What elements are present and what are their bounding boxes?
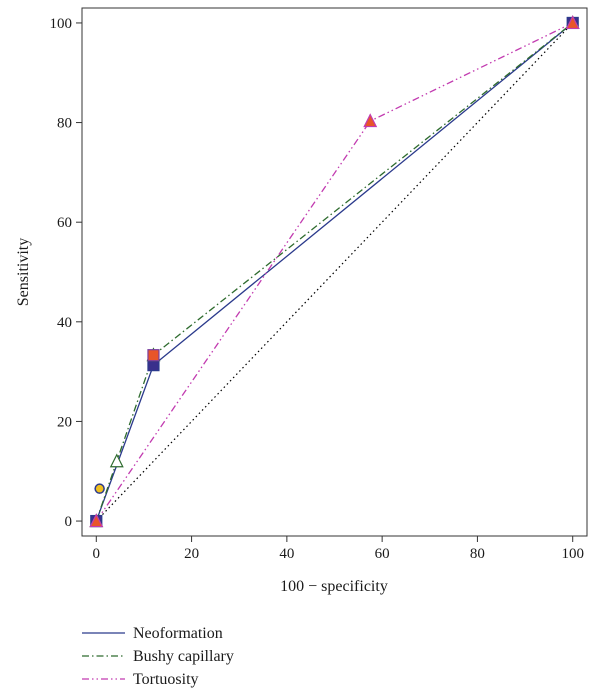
reference-diagonal (95, 22, 574, 522)
y-tick-label-60: 60 (57, 215, 72, 231)
x-tick-label-80: 80 (470, 546, 485, 562)
legend-label-2: Tortuosity (133, 671, 199, 688)
x-tick-label-60: 60 (375, 546, 390, 562)
x-tick-label-20: 20 (184, 546, 199, 562)
y-axis-title: Sensitivity (15, 238, 32, 306)
x-axis-title: 100 − specificity (280, 578, 388, 595)
series-0-point-1 (147, 359, 160, 372)
y-tick-label-20: 20 (57, 414, 72, 430)
x-tick-label-0: 0 (93, 546, 101, 562)
marker-layer (89, 15, 580, 528)
extra-point-1 (147, 349, 160, 362)
plot-frame (81, 7, 588, 537)
axes-layer: 0 20 40 60 80 100 0 20 40 60 80 100 (50, 16, 584, 562)
y-tick-label-40: 40 (57, 315, 72, 331)
legend-label-1: Bushy capillary (133, 648, 234, 665)
series-2-point-0 (89, 513, 104, 528)
x-tick-label-40: 40 (279, 546, 294, 562)
series-line-1 (95, 22, 574, 522)
legend: Neoformation Bushy capillary Tortuosity (82, 625, 234, 688)
series-2-point-2 (565, 15, 580, 30)
y-tick-label-0: 0 (65, 514, 73, 530)
reference-line (95, 22, 574, 522)
x-tick-label-100: 100 (561, 546, 584, 562)
series-1-point-1 (109, 453, 124, 468)
series-2-point-1 (363, 113, 378, 128)
legend-label-0: Neoformation (133, 625, 223, 642)
extra-point-0 (94, 483, 105, 494)
y-tick-label-80: 80 (57, 116, 72, 132)
y-tick-label-100: 100 (50, 16, 73, 32)
